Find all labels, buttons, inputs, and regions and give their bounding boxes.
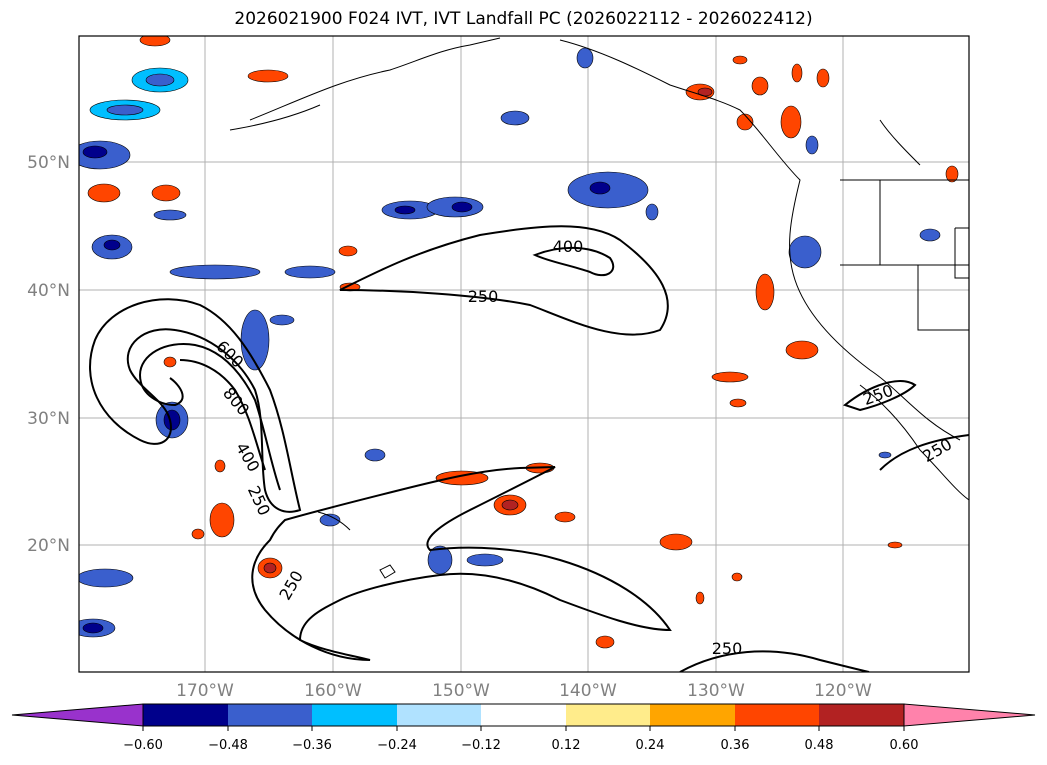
lat-label: 20°N xyxy=(27,536,70,556)
lat-label: 30°N xyxy=(27,409,70,429)
lon-label: 120°W xyxy=(814,681,872,701)
colorbar-segment xyxy=(228,704,312,726)
colorbar-segment xyxy=(735,704,819,726)
lon-label: 170°W xyxy=(176,681,234,701)
colorbar-tick-label: −0.60 xyxy=(123,738,163,753)
contour-label: 250 xyxy=(468,287,499,306)
colorbar-segment xyxy=(819,704,904,726)
colorbar-tick-label: −0.24 xyxy=(377,738,417,753)
colorbar-segment xyxy=(566,704,650,726)
lon-label: 150°W xyxy=(432,681,490,701)
colorbar-extend-high xyxy=(903,703,1036,727)
map-title: 2026021900 F024 IVT, IVT Landfall PC (20… xyxy=(234,9,813,29)
colorbar-tick-label: 0.60 xyxy=(890,738,919,753)
colorbar: −0.60 −0.48 −0.36 −0.24 −0.12 0.12 0.24 … xyxy=(11,703,1036,753)
lon-label: 160°W xyxy=(304,681,362,701)
lon-label: 140°W xyxy=(559,681,617,701)
colorbar-tick-label: 0.48 xyxy=(805,738,834,753)
lat-label: 40°N xyxy=(27,281,70,301)
contour-label: 250 xyxy=(712,639,743,658)
ivt-contours xyxy=(89,225,969,672)
colorbar-segment xyxy=(143,704,228,726)
colorbar-extend-low xyxy=(11,703,144,727)
map-content: 400 250 600 800 400 250 250 250 250 250 xyxy=(79,36,969,672)
colorbar-tick-label: 0.24 xyxy=(636,738,665,753)
lon-label: 130°W xyxy=(687,681,745,701)
colorbar-tick-label: −0.48 xyxy=(208,738,248,753)
gridlines xyxy=(79,36,969,672)
colorbar-tick-label: 0.36 xyxy=(721,738,750,753)
positive-blobs xyxy=(87,36,959,649)
lat-label: 50°N xyxy=(27,153,70,173)
colorbar-frame xyxy=(142,703,905,727)
negative-blobs xyxy=(79,47,941,638)
colorbar-ticks xyxy=(142,726,905,731)
colorbar-tick-label: −0.12 xyxy=(461,738,501,753)
lon-labels: 170°W 160°W 150°W 140°W 130°W 120°W xyxy=(176,681,872,701)
colorbar-segment xyxy=(397,704,481,726)
contour-label: 400 xyxy=(553,237,584,256)
coastlines xyxy=(229,37,969,579)
map-background xyxy=(79,36,969,672)
lat-labels: 50°N 40°N 30°N 20°N xyxy=(27,153,70,556)
colorbar-segment xyxy=(481,704,566,726)
colorbar-segment xyxy=(312,704,397,726)
colorbar-segment xyxy=(650,704,735,726)
colorbar-tick-label: −0.36 xyxy=(292,738,332,753)
map-frame xyxy=(78,35,970,673)
colorbar-tick-label: 0.12 xyxy=(552,738,581,753)
